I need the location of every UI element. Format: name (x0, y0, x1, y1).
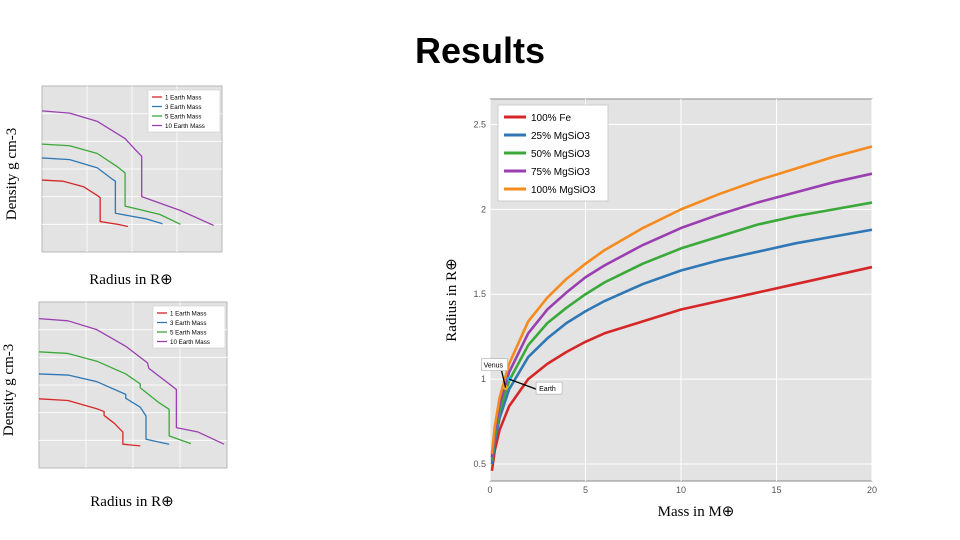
y-tick-label: 0.5 (473, 459, 486, 469)
legend-item: 1 Earth Mass (170, 311, 206, 318)
series-line-1-earth-mass (38, 398, 141, 447)
mass-radius-ylabel: Radius in R⊕ (444, 258, 460, 342)
legend-item: 5 Earth Mass (165, 114, 201, 121)
density-chart-top: 1 Earth Mass 3 Earth Mass 5 Earth Mass 10 E… (41, 85, 223, 253)
density-bottom-xlabel: Radius in R⊕ (90, 494, 174, 510)
x-tick-label: 5 (583, 485, 588, 495)
legend-item: 10 Earth Mass (165, 123, 205, 130)
density-top-xlabel: Radius in R⊕ (89, 272, 173, 288)
density-chart-bottom: 1 Earth Mass 3 Earth Mass 5 Earth Mass 10 E… (38, 301, 228, 469)
mass-radius-chart: 0 5 10 15 20 0.5 1 1.5 2 2.5 100% Fe 25% MgSiO3 50% … (473, 98, 877, 495)
legend: 100% Fe 25% MgSiO3 50% MgSiO3 75% MgSiO3 100… (497, 104, 609, 202)
y-tick-label: 1 (481, 374, 486, 384)
series-line-1-earth-mass (41, 179, 128, 228)
x-tick-label: 20 (867, 485, 877, 495)
density-top-ylabel: Density g cm-3 (4, 127, 20, 221)
legend-item: 50% MgSiO3 (531, 149, 590, 160)
legend-item: 5 Earth Mass (170, 330, 206, 337)
venus-label-box (481, 358, 508, 371)
x-tick-label: 15 (771, 485, 781, 495)
slide-title: Results (414, 30, 546, 71)
earth-label: Earth (539, 386, 556, 393)
legend: 1 Earth Mass 3 Earth Mass 5 Earth Mass 10 E… (152, 305, 226, 349)
venus-pointer (500, 370, 507, 388)
venus-label: Venus (484, 363, 504, 370)
series-line-10-earth-mass (41, 110, 214, 227)
series-line-3-earth-mass (41, 157, 163, 225)
legend-item: 3 Earth Mass (165, 104, 201, 111)
earth-pointer (508, 378, 537, 390)
y-tick-label: 1.5 (473, 289, 486, 299)
series-line-100-fe (490, 265, 873, 471)
series-line-50-mgsio3 (490, 201, 873, 461)
series-line-25-mgsio3 (490, 228, 873, 465)
series-line-5-earth-mass (38, 351, 192, 445)
earth-label-box (535, 381, 563, 395)
series-line-10-earth-mass (38, 317, 225, 445)
y-tick-label: 2 (481, 204, 486, 214)
y-tick-label: 2.5 (473, 119, 486, 129)
x-tick-label: 0 (487, 485, 492, 495)
legend-item: 100% Fe (531, 113, 571, 124)
legend-item: 10 Earth Mass (170, 339, 210, 346)
legend-item: 100% MgSiO3 (531, 185, 596, 196)
mass-radius-xlabel: Mass in M⊕ (657, 504, 735, 520)
legend: 1 Earth Mass 3 Earth Mass 5 Earth Mass 10 E… (147, 89, 221, 133)
series-line-5-earth-mass (41, 143, 181, 225)
legend-item: 25% MgSiO3 (531, 131, 590, 142)
x-tick-label: 10 (676, 485, 686, 495)
legend-item: 3 Earth Mass (170, 320, 206, 327)
series-line-3-earth-mass (38, 373, 170, 445)
legend-item: 75% MgSiO3 (531, 167, 590, 178)
legend-item: 1 Earth Mass (165, 95, 201, 102)
density-bottom-ylabel: Density g cm-3 (1, 343, 17, 437)
